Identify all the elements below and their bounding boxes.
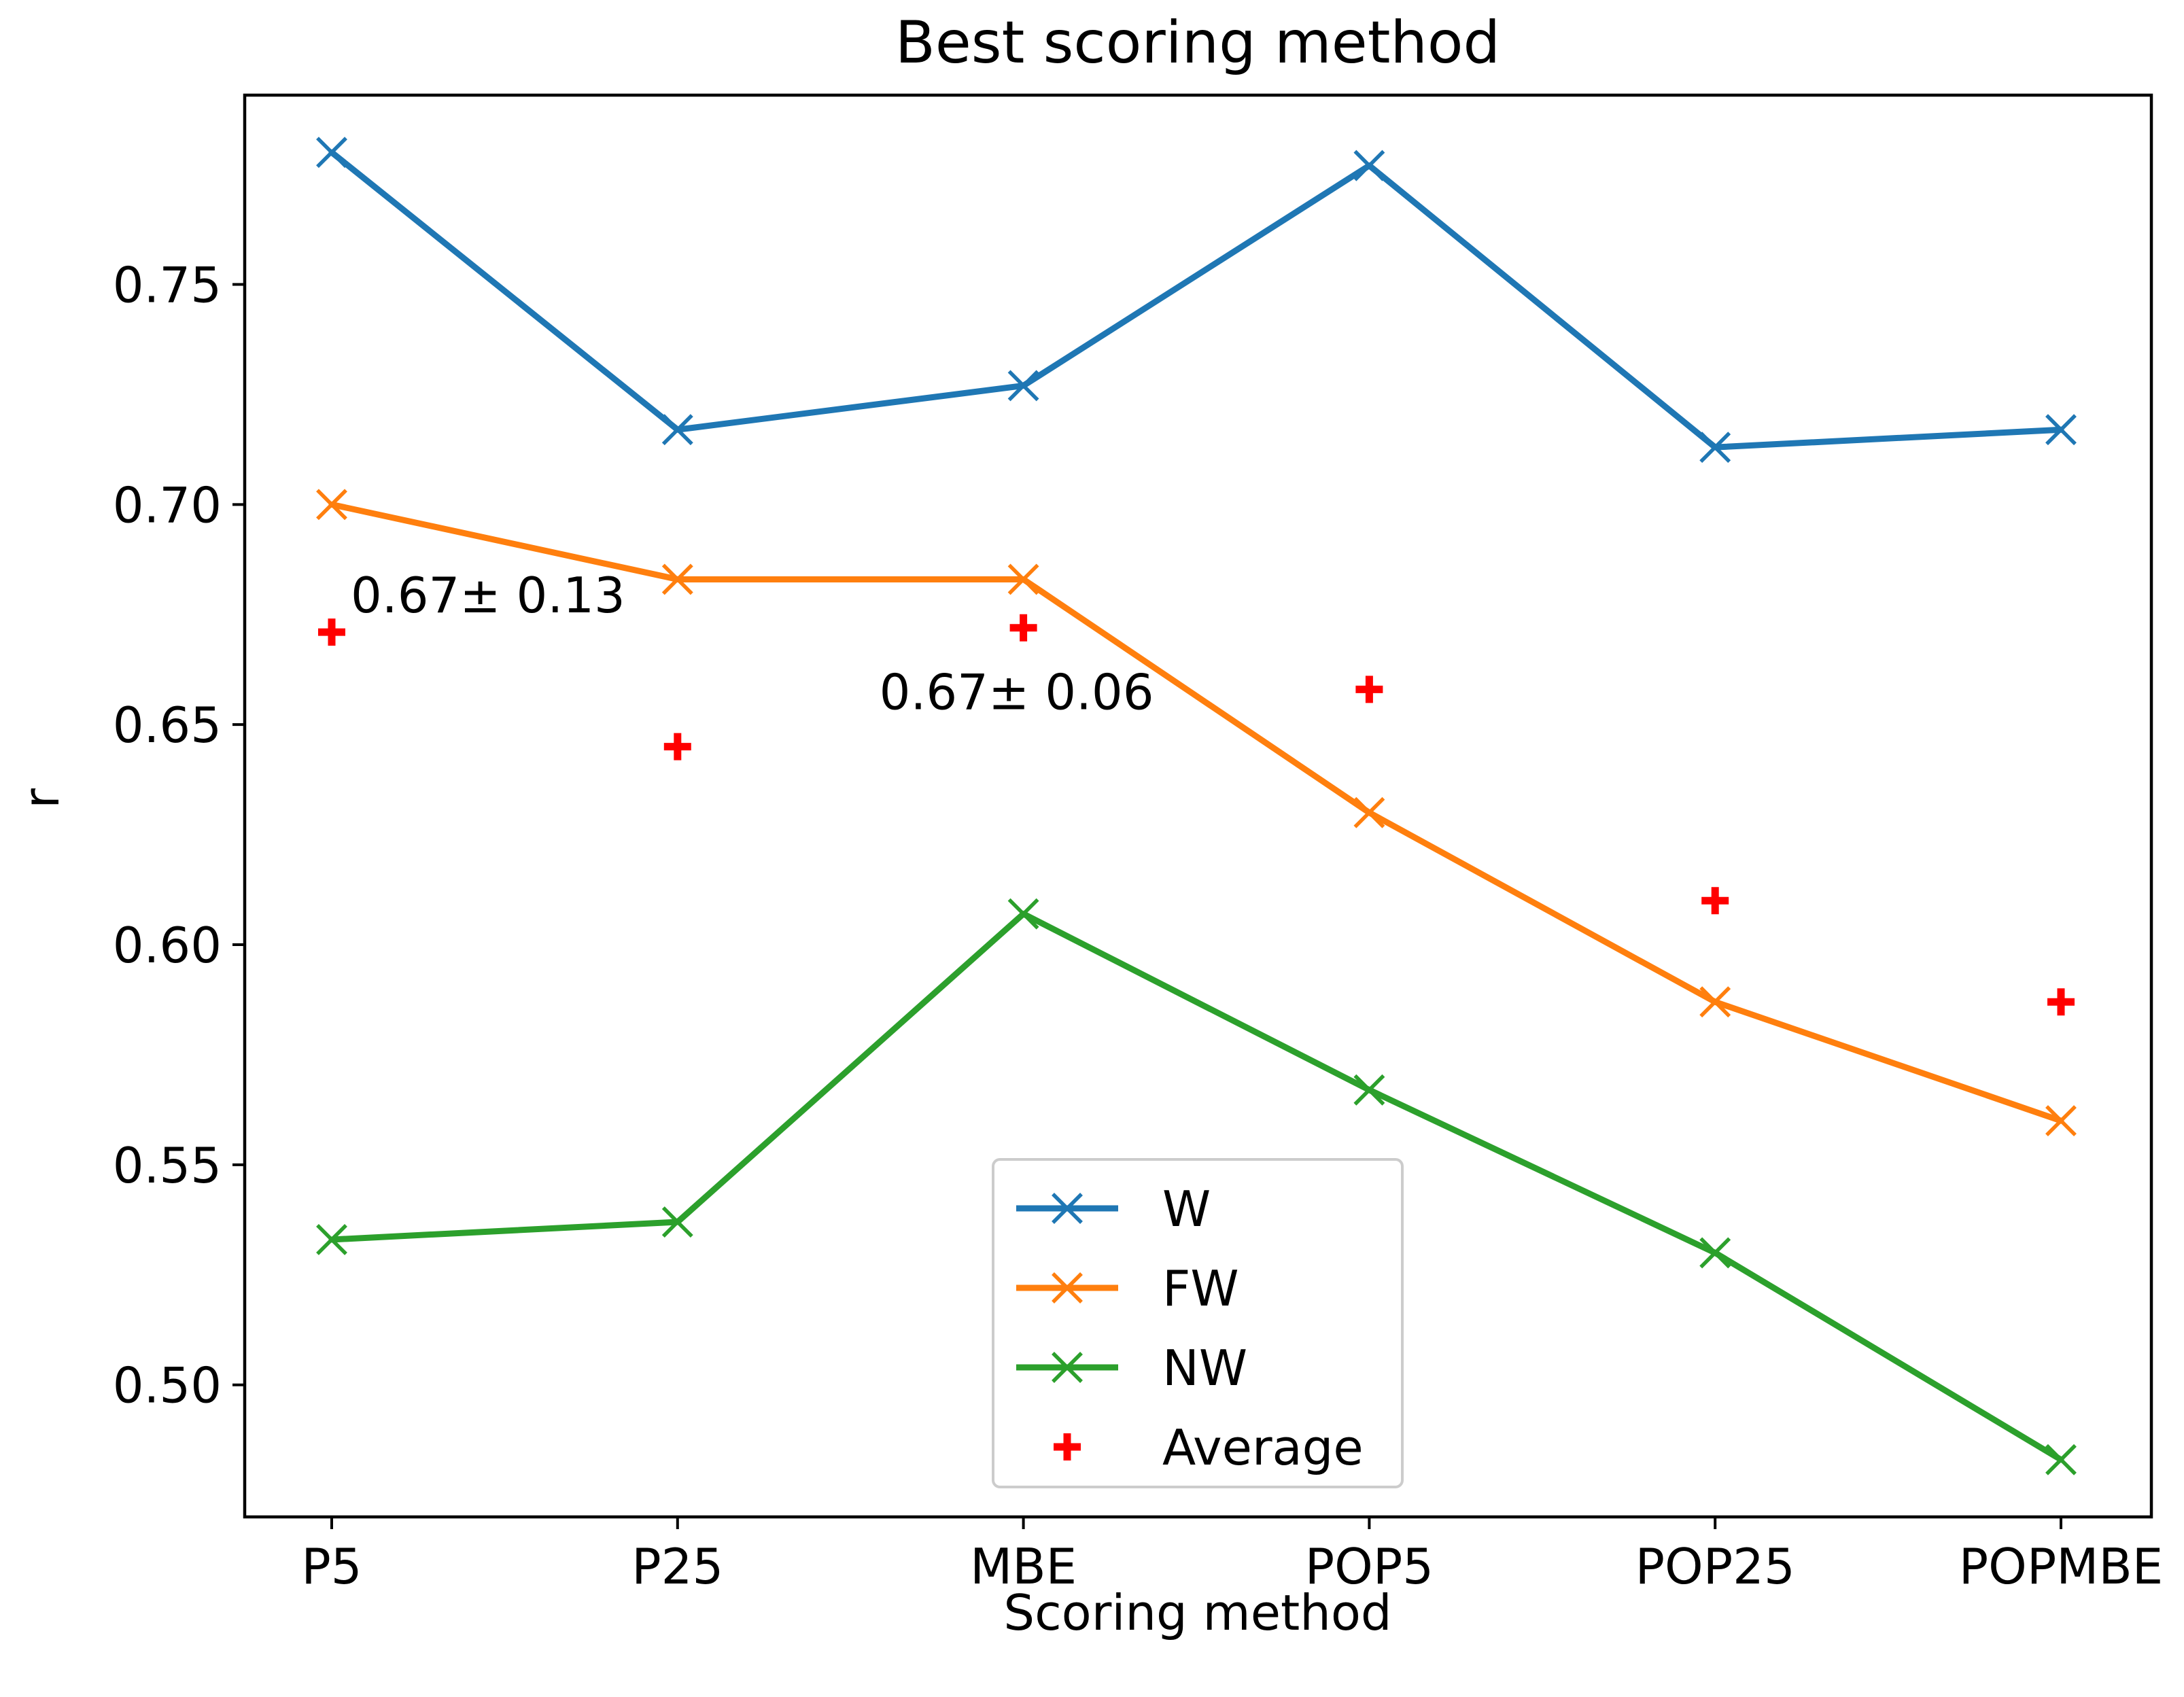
x-tick-label: MBE — [970, 1538, 1077, 1595]
series-nw-point-stroke-b — [1353, 1074, 1385, 1106]
x-tick-label: P5 — [301, 1538, 362, 1595]
legend-label: W — [1162, 1180, 1211, 1238]
annotation-text: 0.67± 0.06 — [880, 664, 1154, 721]
series-average-point — [2047, 988, 2075, 1016]
legend-item-w: W — [1016, 1180, 1211, 1238]
plot-area — [316, 137, 2077, 1475]
series-fw-point — [1353, 797, 1385, 828]
series-nw-point — [316, 1224, 347, 1255]
y-tick-label: 0.70 — [113, 476, 222, 533]
series-average-point — [318, 618, 345, 646]
annotation-text: 0.67± 0.13 — [351, 567, 625, 624]
series-nw-point-stroke-b — [661, 1206, 693, 1238]
series-w-point — [1699, 432, 1731, 463]
series-fw-point — [661, 563, 693, 595]
x-tick-label: POP25 — [1635, 1538, 1795, 1595]
x-tick-label: POP5 — [1305, 1538, 1434, 1595]
series-fw-point-stroke-b — [661, 563, 693, 595]
series-w-point-stroke-b — [1007, 370, 1039, 402]
legend-swatch-marker — [1052, 1193, 1083, 1224]
series-nw-point — [661, 1206, 693, 1238]
series-fw-point-stroke-b — [2045, 1105, 2077, 1137]
series-nw-point — [1007, 898, 1039, 930]
legend-swatch-marker — [1052, 1272, 1083, 1304]
y-tick-label: 0.55 — [113, 1137, 222, 1194]
series-fw-point-stroke-b — [1353, 797, 1385, 828]
series-w-point-stroke-b — [316, 137, 347, 169]
series-w-point-stroke-b — [661, 414, 693, 446]
series-average-point — [663, 733, 691, 760]
legend-label: NW — [1162, 1340, 1247, 1397]
series-fw-point — [1007, 563, 1039, 595]
series-w-point — [2045, 414, 2077, 446]
axes: P5 P25 MBE POP5 POP25 POPMBE 0.50 0.55 0.60 0.65 0… — [113, 93, 2164, 1595]
legend-item-fw: FW — [1016, 1260, 1239, 1317]
legend-swatch-marker-stroke-b — [1052, 1193, 1083, 1224]
x-axis-label: Scoring method — [1003, 1584, 1391, 1641]
series-w-point — [316, 137, 347, 169]
series-w-point — [1007, 370, 1039, 402]
series-nw-point — [1353, 1074, 1385, 1106]
legend-swatch-marker-stroke-b — [1052, 1352, 1083, 1383]
legend-item-average: Average — [1054, 1419, 1364, 1476]
series-nw-line — [328, 911, 2064, 1463]
x-tick-label: POPMBE — [1959, 1538, 2164, 1595]
series-average-point — [1009, 614, 1037, 642]
series-nw-point-stroke-b — [316, 1224, 347, 1255]
plot-frame — [243, 93, 2153, 1519]
y-tick-label: 0.75 — [113, 257, 222, 314]
series-fw-point-stroke-b — [1007, 563, 1039, 595]
x-tick-label: P25 — [631, 1538, 723, 1595]
series-w-point-stroke-b — [1699, 432, 1731, 463]
legend-item-nw: NW — [1016, 1340, 1247, 1397]
series-average-point — [1701, 887, 1729, 915]
series-fw-line — [328, 501, 2064, 1124]
legend: W FW NW Average — [992, 1158, 1404, 1488]
legend-label: FW — [1162, 1260, 1239, 1317]
legend-swatch-marker — [1054, 1433, 1081, 1460]
series-w-point — [1353, 150, 1385, 181]
legend-frame — [992, 1158, 1404, 1488]
series-nw-point — [2045, 1444, 2077, 1475]
y-tick-label: 0.50 — [113, 1357, 222, 1414]
annotations: 0.67± 0.13 0.67± 0.06 — [351, 567, 1154, 720]
series-fw-point-stroke-b — [316, 489, 347, 521]
series-w-point-stroke-b — [1353, 150, 1385, 181]
y-tick-label: 0.65 — [113, 697, 222, 754]
chart-title: Best scoring method — [895, 9, 1500, 77]
series-average-point — [1355, 676, 1383, 703]
series-fw-point — [1699, 986, 1731, 1018]
y-tick-label: 0.60 — [113, 917, 222, 974]
series-w-point-stroke-b — [2045, 414, 2077, 446]
legend-label: Average — [1162, 1419, 1364, 1476]
series-nw-point-stroke-b — [1699, 1237, 1731, 1269]
series-fw-point-stroke-b — [1699, 986, 1731, 1018]
series-fw-point — [2045, 1105, 2077, 1137]
series-nw-point — [1699, 1237, 1731, 1269]
series-nw-point-stroke-b — [2045, 1444, 2077, 1475]
y-axis-label: r — [13, 788, 70, 809]
series-w-line — [328, 149, 2064, 451]
series-fw-point — [316, 489, 347, 521]
series-nw-point-stroke-b — [1007, 898, 1039, 930]
series-w-point — [661, 414, 693, 446]
legend-swatch-marker-stroke-b — [1052, 1272, 1083, 1304]
legend-swatch-marker — [1052, 1352, 1083, 1383]
